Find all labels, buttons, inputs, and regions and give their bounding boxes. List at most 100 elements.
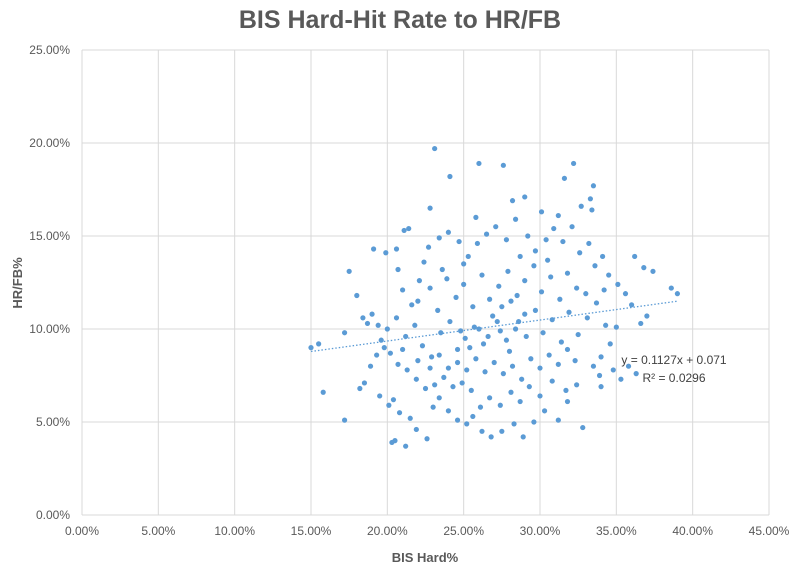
x-tick-label: 25.00%: [443, 524, 484, 538]
data-point: [473, 214, 479, 220]
data-point: [422, 385, 429, 392]
data-point: [586, 240, 592, 247]
data-point: [383, 250, 389, 256]
data-point: [526, 384, 532, 390]
data-point: [555, 212, 561, 219]
data-point: [528, 356, 534, 362]
data-point: [644, 313, 650, 319]
data-point: [589, 207, 595, 213]
data-point: [436, 352, 442, 358]
data-point: [393, 246, 400, 252]
data-point: [480, 341, 487, 347]
data-point: [357, 385, 363, 392]
data-point: [430, 404, 436, 410]
x-tick-label: 15.00%: [291, 524, 332, 538]
data-point: [403, 333, 409, 340]
data-point: [384, 326, 390, 332]
data-point: [378, 337, 384, 343]
data-point: [520, 434, 526, 440]
data-point: [401, 227, 407, 234]
data-point: [615, 281, 621, 287]
data-point: [454, 417, 461, 423]
data-point: [650, 268, 656, 274]
y-axis-label: HR/FB%: [10, 257, 25, 309]
data-point: [633, 371, 639, 377]
data-point: [557, 296, 563, 302]
data-point: [578, 203, 584, 209]
x-tick-label: 35.00%: [596, 524, 637, 538]
data-point: [514, 292, 520, 299]
trendline-r-squared: R² = 0.0296: [642, 371, 705, 385]
data-point: [367, 363, 374, 369]
data-point: [370, 246, 377, 252]
data-point: [607, 341, 613, 347]
data-point: [436, 395, 442, 401]
data-point: [389, 439, 395, 446]
data-point: [369, 311, 375, 317]
y-tick-label: 5.00%: [36, 415, 70, 429]
data-point: [432, 145, 438, 152]
data-point: [390, 397, 397, 403]
data-point: [445, 229, 451, 235]
data-point: [587, 196, 593, 202]
data-point: [606, 272, 612, 278]
data-point: [574, 382, 580, 388]
data-point: [479, 272, 485, 278]
data-point: [496, 283, 502, 289]
data-point: [641, 265, 647, 271]
data-point: [425, 244, 432, 250]
data-point: [432, 382, 438, 388]
data-point: [375, 322, 381, 328]
data-point: [473, 356, 479, 362]
data-point: [406, 225, 412, 232]
data-point: [341, 417, 348, 423]
data-point: [407, 415, 413, 421]
x-axis-label: BIS Hard%: [392, 550, 459, 565]
data-point: [561, 175, 568, 181]
data-point: [577, 250, 583, 256]
data-point: [494, 318, 500, 325]
data-point: [538, 209, 545, 215]
data-point: [598, 384, 604, 390]
data-point: [508, 389, 514, 395]
data-point: [445, 365, 451, 371]
data-point: [316, 341, 322, 347]
data-point: [519, 376, 525, 382]
data-point: [413, 426, 419, 433]
data-point: [421, 259, 427, 265]
data-point: [629, 302, 635, 308]
data-point: [569, 224, 575, 230]
data-point: [364, 320, 371, 327]
data-point: [386, 402, 392, 408]
data-point: [575, 331, 581, 338]
data-point: [456, 238, 462, 245]
data-point: [387, 350, 393, 356]
x-tick-label: 10.00%: [214, 524, 255, 538]
data-point: [464, 367, 470, 373]
data-point: [396, 410, 403, 416]
data-point: [447, 173, 453, 180]
data-point: [522, 278, 528, 284]
data-point: [564, 346, 571, 353]
y-tick-label: 0.00%: [36, 508, 70, 522]
data-point: [566, 309, 572, 315]
data-point: [523, 333, 529, 340]
data-point: [625, 363, 632, 369]
trendline: [310, 300, 678, 353]
data-point: [590, 183, 597, 189]
data-point: [583, 291, 589, 297]
data-point: [564, 398, 571, 405]
data-point: [487, 395, 493, 401]
data-point: [308, 345, 314, 351]
data-point: [474, 240, 481, 247]
x-tick-label: 0.00%: [65, 524, 99, 538]
data-point: [517, 398, 523, 405]
data-point: [613, 324, 619, 330]
data-point: [590, 363, 597, 369]
data-point: [490, 313, 496, 319]
data-point: [532, 248, 539, 254]
data-point: [509, 363, 516, 369]
y-tick-label: 10.00%: [29, 322, 70, 336]
data-point: [413, 376, 419, 382]
data-point: [564, 270, 571, 276]
